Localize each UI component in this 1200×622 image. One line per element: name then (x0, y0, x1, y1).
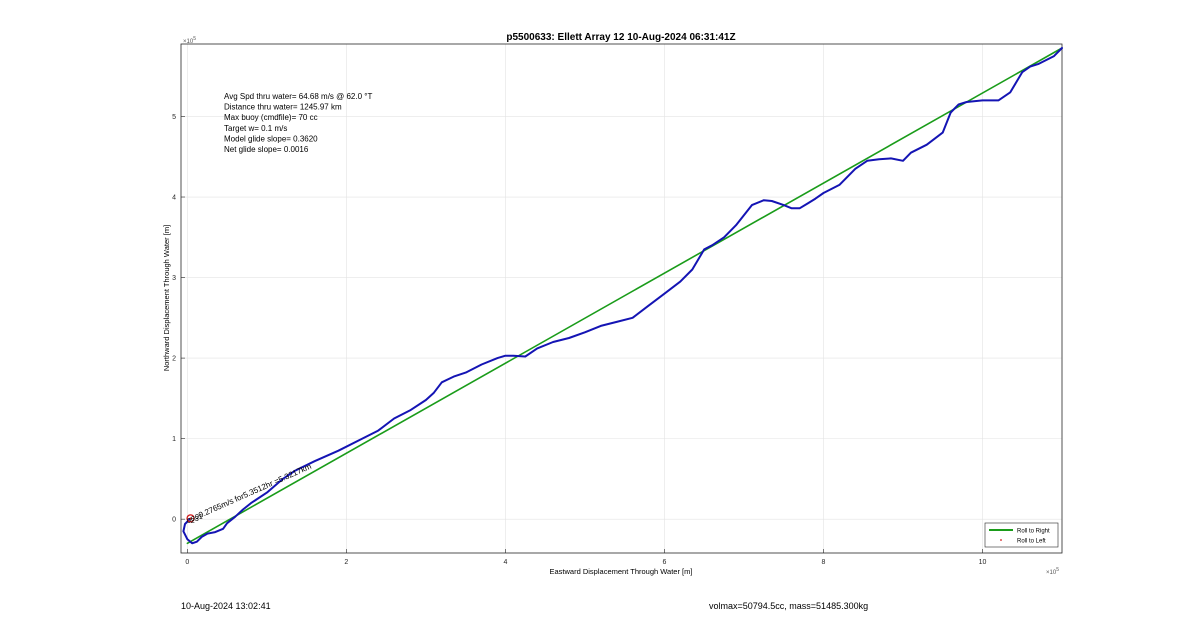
legend-label-roll-right: Roll to Right (1017, 529, 1050, 535)
x-ticks: 0 2 4 6 8 10 (185, 549, 986, 566)
annotation-line: Avg Spd thru water= 64.68 m/s @ 62.0 °T (224, 92, 372, 101)
x-tick-label: 8 (822, 559, 826, 566)
x-tick-label: 2 (344, 559, 348, 566)
series-line-track (182, 47, 1063, 545)
start-point-label-2: 03 (191, 516, 199, 523)
series-line-roll-to-right (186, 47, 1063, 545)
annotation-line: Target w= 0.1 m/s (224, 124, 287, 133)
y-ticks: 0 1 2 3 4 5 (172, 114, 185, 524)
annotation-line: Distance thru water= 1245.97 km (224, 103, 342, 112)
y-tick-label: 1 (172, 436, 176, 443)
y-tick-label: 4 (172, 195, 176, 202)
footer-timestamp: 10-Aug-2024 13:02:41 (181, 601, 271, 611)
legend-box (984, 522, 1059, 548)
annotation-line: Model glide slope= 0.3620 (224, 134, 318, 143)
plot-series (182, 47, 1063, 545)
x-tick-label: 4 (503, 559, 507, 566)
y-tick-label: 2 (172, 356, 176, 363)
chart-title: p5500633: Ellett Array 12 10-Aug-2024 06… (506, 32, 735, 43)
y-tick-label: 0 (172, 517, 176, 524)
annotation-line: Max buoy (cmdfile)= 70 cc (224, 113, 318, 122)
x-tick-label: 6 (662, 559, 666, 566)
start-marker-circle (186, 514, 195, 523)
stats-annotations: Avg Spd thru water= 64.68 m/s @ 62.0 °T D… (224, 92, 372, 154)
annotation-line: Net glide slope= 0.0016 (224, 145, 309, 154)
start-marker-dot (189, 517, 192, 520)
x-tick-label: 0 (185, 559, 189, 566)
start-point-label-1: 02 (187, 518, 195, 525)
y-exponent-label: ×105 (183, 36, 196, 45)
start-markers (186, 514, 195, 523)
legend-label-roll-left: Roll to Left (1017, 539, 1046, 545)
legend: Roll to Right Roll to Left (984, 522, 1059, 548)
x-axis-label: Eastward Displacement Through Water [m] (550, 567, 693, 576)
axes-box (180, 43, 1063, 554)
footer-mass-info: volmax=50794.5cc, mass=51485.300kg (709, 601, 869, 611)
x-exponent-label: ×105 (1046, 567, 1059, 576)
grid-lines (181, 44, 1062, 553)
y-tick-label: 3 (172, 275, 176, 282)
start-segment-label: 0.2765m/s for5.3512hr =5.3217km (197, 462, 313, 520)
x-tick-label: 10 (979, 559, 987, 566)
y-axis-label: Northward Displacement Through Water [m] (162, 225, 171, 371)
legend-marker-roll-left (1000, 539, 1002, 541)
start-point-label-3: 01 (195, 514, 203, 521)
y-tick-label: 5 (172, 114, 176, 121)
